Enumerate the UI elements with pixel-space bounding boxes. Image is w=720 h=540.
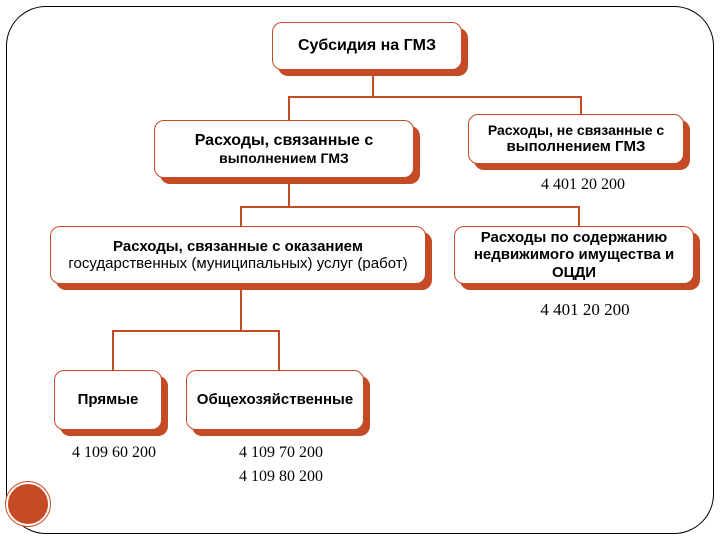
connector [372, 76, 374, 96]
node-face: Расходы, не связанные свыполнением ГМЗ [468, 114, 684, 164]
node-face: Расходы по содержаниюнедвижимого имущест… [454, 226, 694, 284]
node-text: Прямые [78, 391, 139, 408]
node-face: Расходы, связанные с оказаниемгосударств… [50, 226, 426, 284]
node-right2: Расходы по содержаниюнедвижимого имущест… [460, 232, 700, 290]
connector [112, 330, 114, 370]
code-code_right2: 4 401 20 200 [490, 300, 680, 320]
connector [288, 96, 582, 98]
node-text: Субсидия на ГМЗ [298, 37, 436, 55]
node-text: Расходы, связанные с [195, 132, 374, 150]
connector [240, 206, 580, 208]
node-right1: Расходы, не связанные свыполнением ГМЗ [474, 120, 690, 170]
connector [278, 330, 280, 370]
node-text: выполнением ГМЗ [219, 150, 349, 166]
code-code_leaf2b: 4 109 80 200 [196, 468, 366, 486]
node-text: Расходы, не связанные с [488, 122, 664, 138]
node-left1: Расходы, связанные свыполнением ГМЗ [160, 126, 420, 184]
connector [288, 96, 290, 120]
connector [578, 206, 580, 226]
node-left2: Расходы, связанные с оказаниемгосударств… [56, 232, 432, 290]
code-code_leaf1: 4 109 60 200 [44, 444, 184, 462]
node-face: Общехозяйственные [186, 370, 364, 430]
node-face: Прямые [54, 370, 162, 430]
node-text: Расходы по содержанию [481, 229, 668, 246]
node-root: Субсидия на ГМЗ [278, 28, 468, 76]
node-face: Субсидия на ГМЗ [272, 22, 462, 70]
node-text: государственных (муниципальных) услуг (р… [68, 255, 407, 272]
node-text: Расходы, связанные с оказанием [113, 238, 363, 255]
corner-badge [6, 482, 50, 526]
connector [240, 206, 242, 226]
connector [580, 96, 582, 114]
node-leaf2: Общехозяйственные [192, 376, 370, 436]
connector [112, 330, 280, 332]
code-code_right1: 4 401 20 200 [498, 176, 668, 194]
node-text: недвижимого имущества и ОЦДИ [461, 246, 687, 281]
node-text: выполнением ГМЗ [507, 138, 646, 155]
code-code_leaf2a: 4 109 70 200 [196, 444, 366, 462]
node-face: Расходы, связанные свыполнением ГМЗ [154, 120, 414, 178]
connector [288, 184, 290, 206]
node-leaf1: Прямые [60, 376, 168, 436]
connector [240, 290, 242, 330]
node-text: Общехозяйственные [197, 391, 353, 408]
